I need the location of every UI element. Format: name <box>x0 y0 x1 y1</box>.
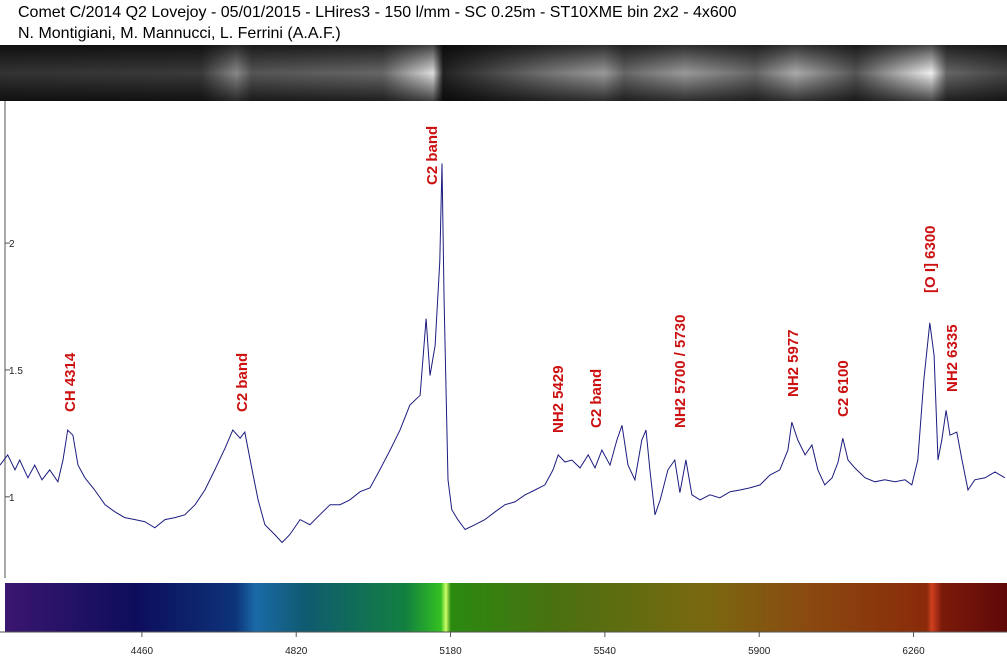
chart-title: Comet C/2014 Q2 Lovejoy - 05/01/2015 - L… <box>18 4 737 21</box>
y-tick-label: 1.5 <box>9 366 23 377</box>
annotation: NH2 6335 <box>944 324 961 392</box>
annotation: C2 band <box>234 353 251 412</box>
annotation: [O I] 6300 <box>922 225 939 293</box>
annotation: CH 4314 <box>62 352 79 412</box>
annotation: NH2 5429 <box>550 365 567 433</box>
x-tick-label: 5180 <box>439 646 462 657</box>
annotation: C2 band <box>588 369 605 428</box>
x-tick-label: 5900 <box>748 646 771 657</box>
y-tick-label: 1 <box>9 493 15 504</box>
chart-subtitle: N. Montigiani, M. Mannucci, L. Ferrini (… <box>18 25 341 42</box>
annotation: C2 band <box>424 126 441 185</box>
x-tick-label: 4820 <box>285 646 308 657</box>
color-spectrum <box>5 583 1007 632</box>
x-tick-label: 6260 <box>902 646 925 657</box>
annotation: C2 6100 <box>835 360 852 417</box>
x-tick-label: 5540 <box>594 646 617 657</box>
annotation: NH2 5700 / 5730 <box>672 315 689 428</box>
annotation: NH2 5977 <box>785 329 802 397</box>
x-tick-label: 4460 <box>131 646 154 657</box>
spectrum-line <box>0 163 1006 544</box>
raw-spectrum-shade <box>0 45 1007 101</box>
y-tick-label: 2 <box>9 239 15 250</box>
